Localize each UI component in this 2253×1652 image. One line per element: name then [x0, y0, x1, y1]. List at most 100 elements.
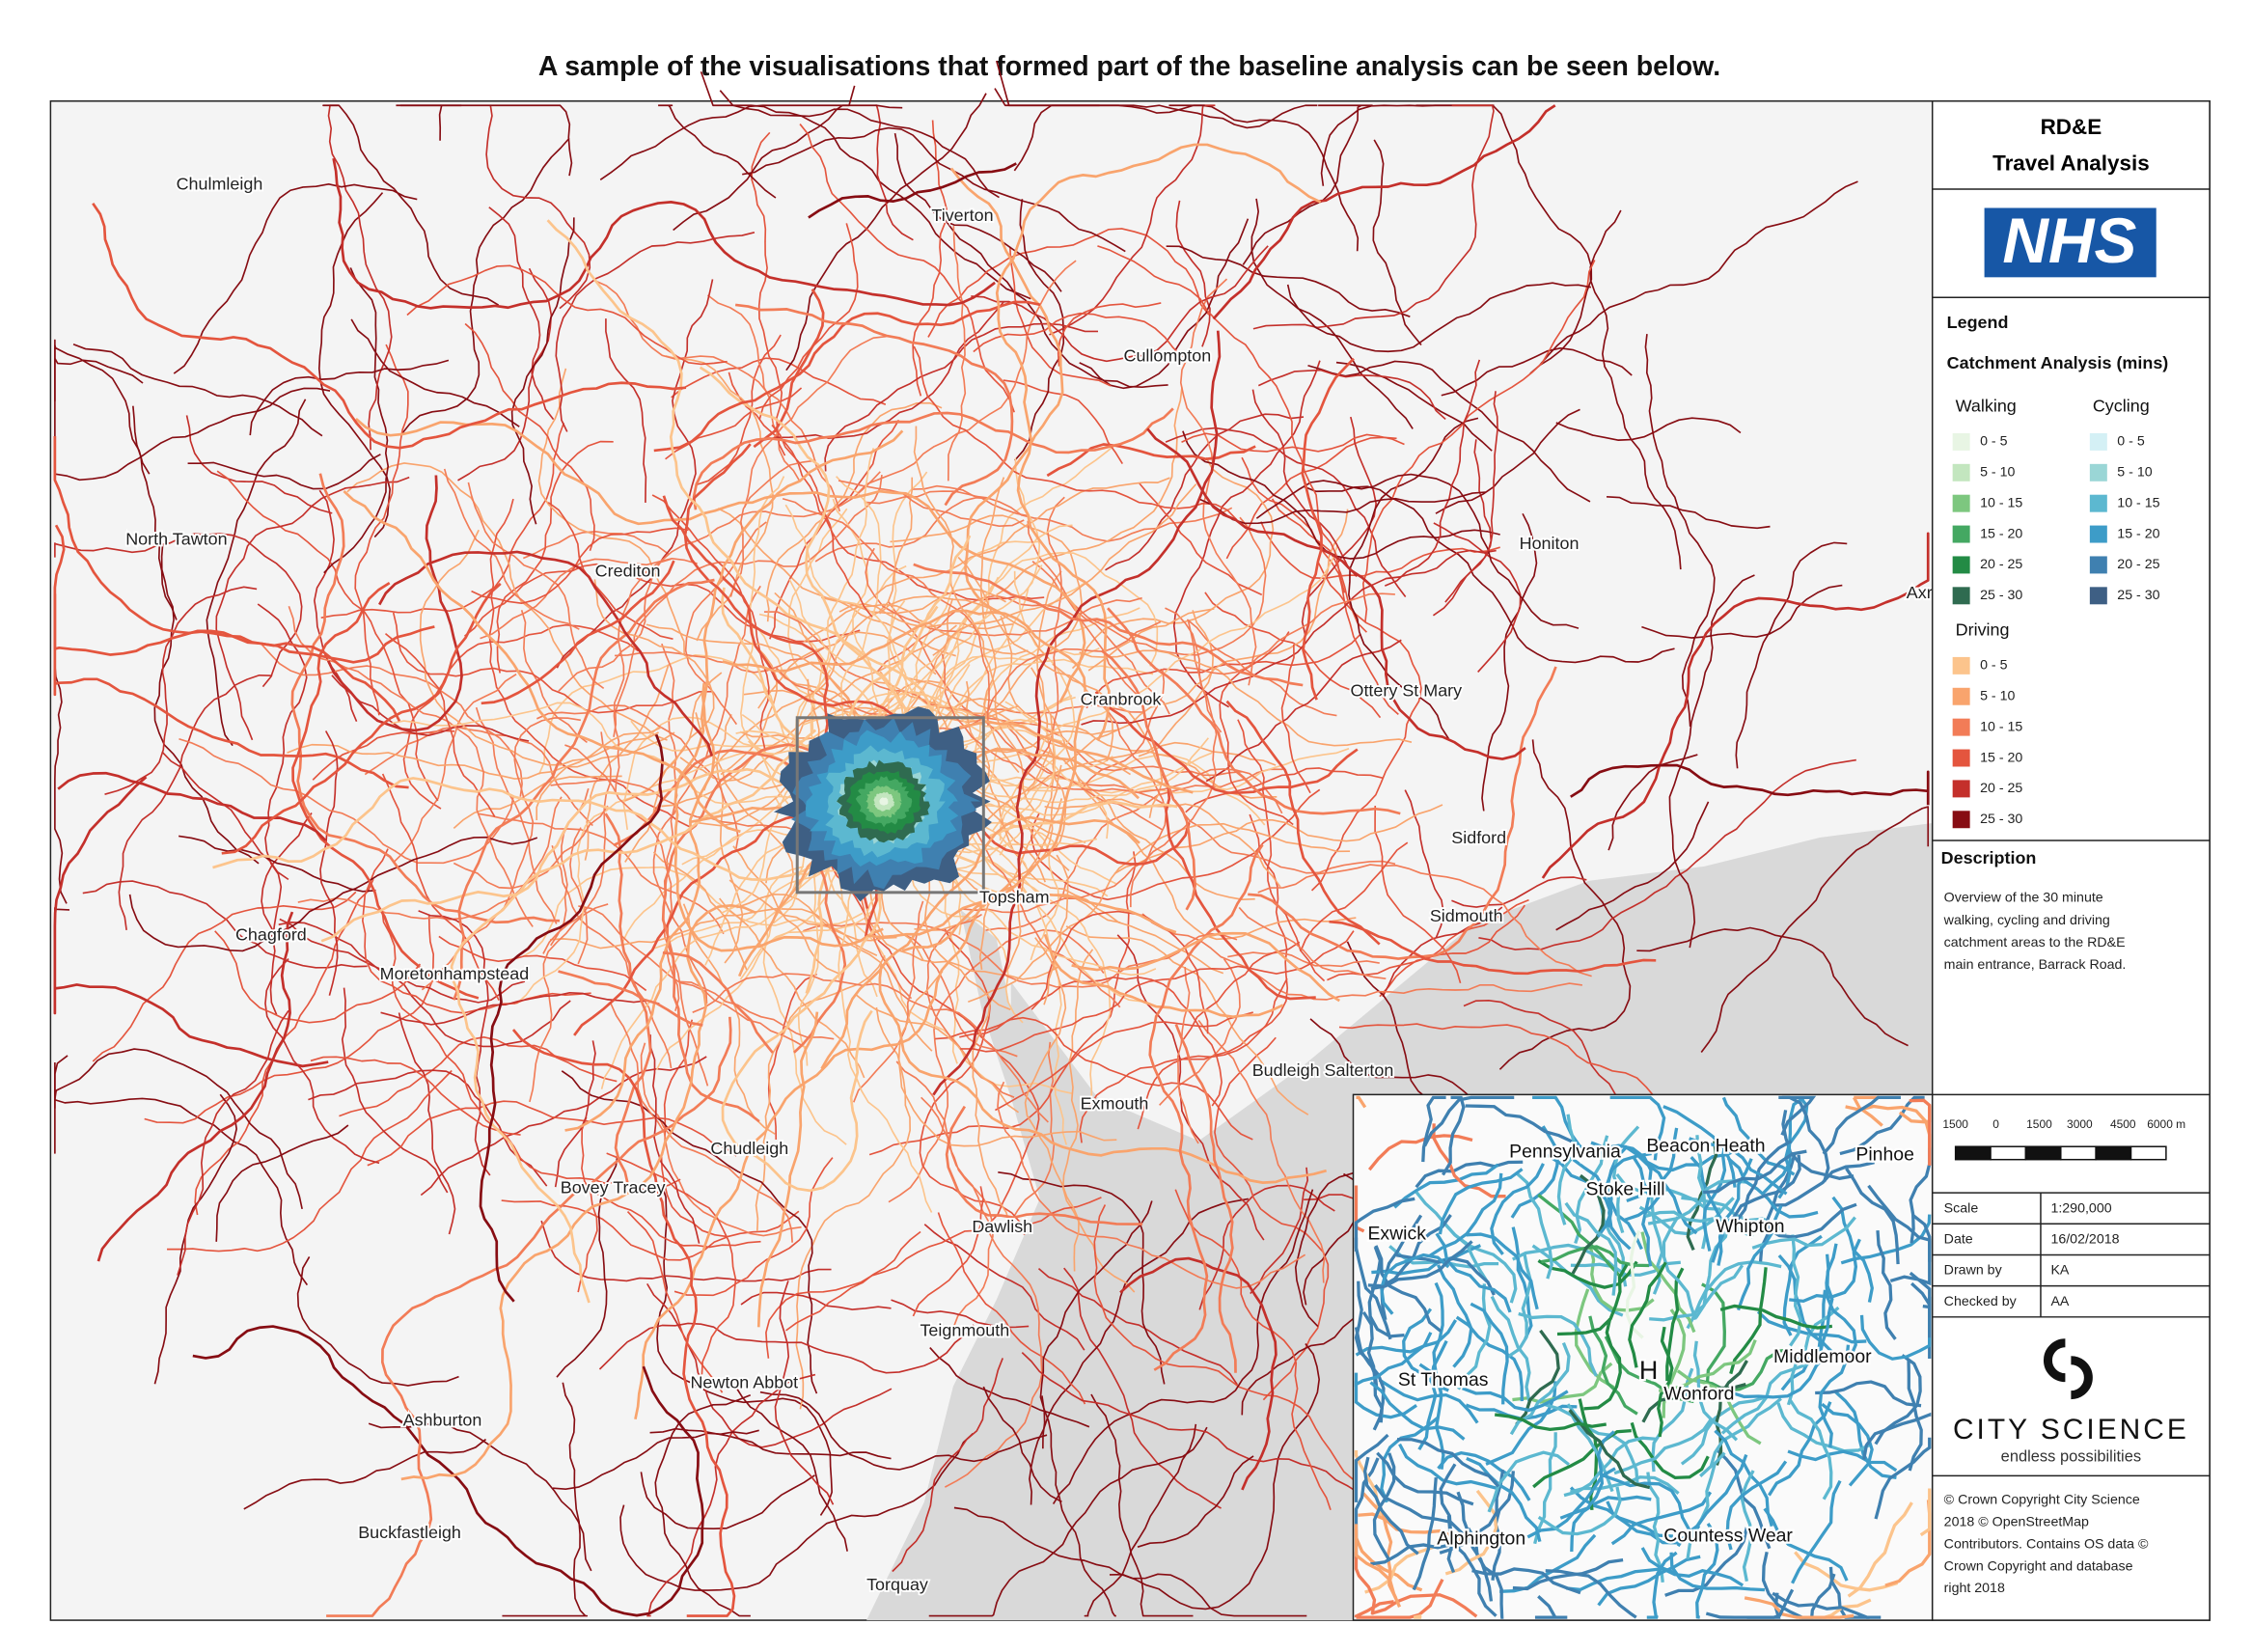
road	[578, 905, 807, 1049]
road	[756, 1011, 819, 1328]
road	[985, 768, 1283, 931]
road	[402, 623, 639, 810]
road	[1179, 278, 1257, 686]
legend-swatch	[2089, 587, 2107, 605]
inset-road	[1532, 1095, 1608, 1155]
legend-label: 5 - 10	[1980, 689, 2015, 704]
road	[1137, 1455, 1254, 1548]
place-label: Ashburton	[403, 1410, 482, 1429]
road	[1165, 607, 1223, 733]
road	[982, 1386, 1062, 1503]
road	[341, 987, 449, 1194]
inset-road	[1355, 1319, 1458, 1357]
inset-road	[1771, 1161, 1875, 1207]
road	[556, 1152, 618, 1378]
inset-road	[1354, 1600, 1394, 1618]
road	[278, 921, 526, 1004]
place-label: Newton Abbot	[690, 1372, 798, 1391]
road	[656, 1184, 833, 1516]
inset-road	[1722, 1139, 1793, 1230]
inset-place-label: Stoke Hill	[1585, 1178, 1664, 1199]
road	[799, 124, 1015, 413]
road	[261, 644, 523, 797]
road	[453, 578, 715, 1001]
road	[1481, 512, 1538, 812]
road	[740, 1291, 892, 1310]
road	[662, 951, 774, 1054]
road	[1037, 1268, 1238, 1386]
inset-road	[1506, 1252, 1532, 1359]
road	[824, 322, 1099, 472]
place-label: Sidford	[1451, 828, 1506, 847]
inset-road	[1695, 1523, 1719, 1619]
inset-road	[1563, 1436, 1658, 1498]
inset-road	[1370, 1593, 1478, 1618]
road	[54, 387, 331, 482]
inset-road	[1665, 1267, 1685, 1382]
inset-road	[1533, 1432, 1557, 1545]
inset-road	[1692, 1340, 1739, 1442]
inset-road	[1821, 1402, 1874, 1487]
road	[729, 459, 816, 597]
road	[734, 1385, 848, 1552]
inset-road	[1512, 1558, 1624, 1591]
inset-road	[1354, 1524, 1402, 1608]
inset-road	[1859, 1314, 1932, 1361]
inset-place-label: Wonford	[1663, 1384, 1734, 1405]
inset-road	[1372, 1452, 1396, 1561]
scale-segment	[2060, 1145, 2097, 1161]
copyright: right 2018	[1944, 1581, 2005, 1596]
road	[394, 674, 517, 863]
road	[999, 570, 1076, 840]
legend-label: 15 - 20	[2117, 526, 2159, 541]
inset-road	[1699, 1397, 1782, 1477]
road	[1205, 639, 1402, 783]
road	[288, 605, 534, 927]
inset-road	[1697, 1347, 1795, 1392]
road	[1362, 260, 1596, 622]
road	[1260, 521, 1500, 580]
inset-road	[1780, 1095, 1817, 1136]
inset-road	[1490, 1163, 1545, 1255]
road	[481, 560, 675, 705]
place-label: Chagford	[235, 924, 307, 944]
inset-road	[1647, 1179, 1748, 1225]
road	[1251, 389, 1358, 577]
road	[753, 289, 825, 449]
legend-swatch	[2089, 463, 2107, 482]
inset-road	[1428, 1172, 1503, 1257]
inset-road	[1625, 1229, 1644, 1339]
road	[1081, 549, 1497, 726]
road	[96, 911, 294, 1262]
road	[551, 844, 673, 1069]
info-value: 1:290,000	[2050, 1200, 2111, 1216]
inset-road	[1624, 1127, 1679, 1222]
road	[564, 744, 680, 1011]
inset-road	[1456, 1491, 1494, 1602]
road	[593, 279, 841, 512]
inset-road	[1776, 1402, 1873, 1453]
road	[1119, 1256, 1278, 1491]
info-key: Scale	[1944, 1200, 1979, 1216]
road	[649, 1034, 701, 1244]
road	[1100, 649, 1196, 911]
road	[1165, 427, 1407, 598]
road	[296, 1255, 459, 1387]
road	[1141, 913, 1582, 1001]
road	[852, 900, 924, 1103]
inset-place-label: Beacon Heath	[1646, 1135, 1765, 1156]
road	[192, 1325, 704, 1617]
road	[1017, 496, 1065, 789]
inset-road	[1789, 1234, 1802, 1347]
road	[1057, 302, 1162, 367]
inset-road	[1786, 1306, 1840, 1406]
road	[1250, 1167, 1309, 1295]
description-text: main entrance, Barrack Road.	[1944, 957, 2127, 973]
copyright: © Crown Copyright City Science	[1944, 1493, 2140, 1508]
road	[569, 827, 589, 965]
road	[652, 585, 761, 1005]
road	[945, 1105, 1143, 1225]
inset-place-label: St Thomas	[1398, 1369, 1489, 1390]
road	[673, 104, 903, 232]
inset-road	[1686, 1141, 1718, 1252]
